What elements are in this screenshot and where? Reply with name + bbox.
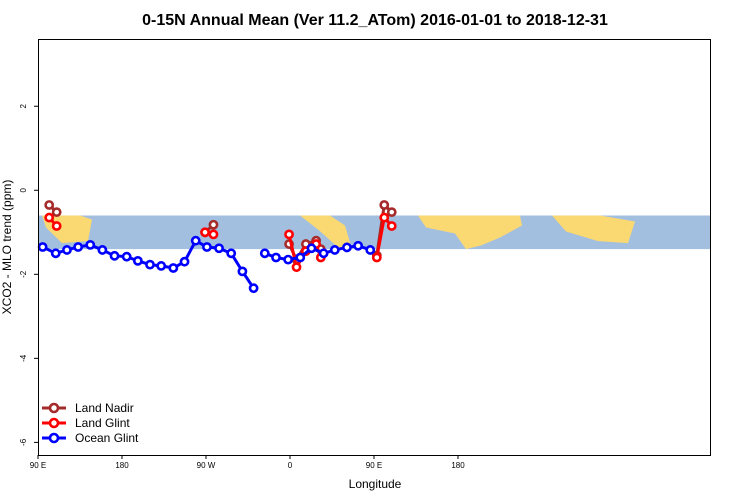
y-tick-label: 0	[19, 187, 28, 192]
data-point	[386, 221, 397, 231]
data-point	[109, 250, 120, 261]
data-point	[291, 262, 302, 273]
data-point	[145, 259, 155, 270]
x-tick-label: 180	[115, 461, 129, 470]
legend-marker	[48, 432, 60, 444]
x-axis-label: Longitude	[349, 477, 402, 491]
y-tick-label: -2	[19, 270, 28, 278]
legend-marker	[48, 417, 60, 429]
x-tick-label: 90 E	[366, 461, 382, 470]
land-patch-2	[418, 215, 522, 250]
data-point	[190, 235, 201, 246]
data-point	[156, 261, 167, 271]
data-point	[179, 256, 190, 267]
data-point	[386, 207, 397, 218]
data-point	[202, 242, 212, 252]
data-point	[284, 229, 294, 240]
x-tick-label: 90 W	[197, 461, 216, 470]
data-point	[208, 229, 219, 240]
data-point	[283, 254, 294, 265]
land-patch-1	[300, 215, 352, 250]
data-point	[208, 219, 219, 230]
data-point	[379, 212, 390, 223]
data-point	[85, 239, 96, 250]
data-point	[226, 248, 237, 259]
legend-label: Ocean Glint	[75, 431, 139, 445]
data-point	[200, 227, 210, 238]
data-point	[37, 242, 48, 252]
x-axis: 90 E 180 90 W 0 90 E 180	[30, 455, 465, 470]
y-axis: 2 0 -2 -4 -6	[19, 103, 38, 446]
data-point	[259, 248, 270, 259]
data-point	[97, 245, 108, 255]
data-point	[214, 243, 224, 254]
data-point	[318, 248, 329, 259]
legend-label: Land Glint	[75, 416, 130, 430]
land-patch-3	[552, 215, 635, 244]
data-point	[342, 242, 352, 253]
data-point	[365, 245, 376, 255]
data-point	[248, 283, 259, 294]
x-tick-label: 90 E	[30, 461, 46, 470]
series-2	[37, 235, 376, 294]
series-line	[264, 244, 371, 262]
data-point	[44, 212, 55, 223]
data-point	[371, 252, 382, 263]
data-point	[50, 248, 61, 259]
x-tick-label: 180	[451, 461, 465, 470]
data-point	[295, 252, 306, 263]
data-point	[121, 251, 132, 262]
data-point	[73, 242, 84, 252]
data-point	[62, 245, 72, 255]
data-point	[353, 240, 364, 251]
y-tick-label: -4	[19, 354, 28, 362]
data-point	[329, 245, 340, 255]
data-point	[168, 263, 179, 273]
data-point	[306, 243, 317, 254]
y-tick-label: 2	[19, 103, 28, 108]
data-point	[237, 266, 248, 277]
x-tick-label: 0	[288, 461, 293, 470]
data-point	[271, 252, 281, 263]
legend-marker	[48, 402, 60, 414]
y-tick-label: -6	[19, 438, 28, 446]
legend-label: Land Nadir	[75, 401, 134, 415]
data-point	[51, 221, 62, 231]
data-point	[132, 255, 143, 266]
y-axis-label: XCO2 - MLO trend (ppm)	[0, 180, 14, 315]
plot-area	[37, 200, 710, 294]
chart-title: 0-15N Annual Mean (Ver 11.2_ATom) 2016-0…	[142, 12, 608, 29]
data-point	[44, 200, 55, 210]
data-point	[379, 200, 390, 210]
data-point	[51, 207, 62, 218]
